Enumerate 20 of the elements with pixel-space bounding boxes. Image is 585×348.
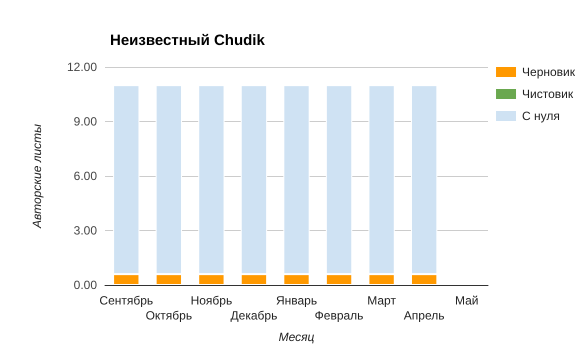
x-tick-label: Декабрь xyxy=(230,308,278,322)
y-tick-label: 3.00 xyxy=(74,224,98,238)
x-tick-label: Май xyxy=(454,294,478,308)
x-tick-label: Апрель xyxy=(404,308,445,322)
y-axis-title: Авторские листы xyxy=(30,124,44,229)
x-tick-label: Сентябрь xyxy=(99,294,154,308)
legend-label: С нуля xyxy=(522,109,560,123)
y-tick-label: 0.00 xyxy=(74,278,98,292)
x-tick-label: Ноябрь xyxy=(190,294,232,308)
x-tick-label: Февраль xyxy=(314,308,364,322)
x-tick-label: Январь xyxy=(276,294,318,308)
chart-title: Неизвестный Chudik xyxy=(110,32,266,49)
x-axis-title: Месяц xyxy=(278,330,315,344)
y-tick-label: 9.00 xyxy=(74,114,98,128)
legend-label: Черновик xyxy=(522,65,576,79)
y-tick-label: 12.00 xyxy=(66,60,98,74)
x-tick-label: Октябрь xyxy=(146,308,192,322)
y-tick-label: 6.00 xyxy=(74,169,98,183)
legend-label: Чистовик xyxy=(522,87,574,101)
x-tick-label: Март xyxy=(367,294,396,308)
